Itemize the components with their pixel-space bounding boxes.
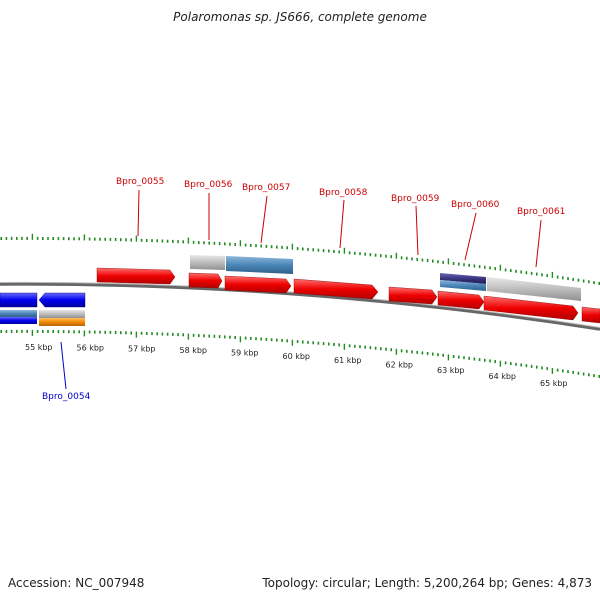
steelblue-feature-bar [0, 310, 37, 317]
scale-label: 65 kbp [540, 379, 568, 388]
gene-label[interactable]: Bpro_0059 [391, 194, 440, 204]
outer-tick-ring [0, 233, 600, 285]
gene-feature-bpro0061[interactable] [483, 295, 579, 321]
scale-label: 62 kbp [386, 361, 414, 370]
gene-feature-bpro0055[interactable] [96, 267, 176, 285]
gene-feature-bpro0060[interactable] [437, 290, 485, 310]
gene-label[interactable]: Bpro_0061 [517, 207, 565, 217]
gene-label[interactable]: Bpro_0054 [42, 392, 91, 402]
scale-label: 64 kbp [489, 372, 517, 381]
gene-feature-next[interactable] [581, 306, 600, 324]
gray-feature-bar [487, 277, 581, 301]
gene-feature-bpro0059[interactable] [388, 286, 438, 305]
forward-strand-genes [96, 267, 600, 324]
gene-feature-bpro0054[interactable] [38, 292, 86, 308]
gene-label[interactable]: Bpro_0060 [451, 200, 500, 210]
scale-label: 57 kbp [128, 344, 156, 353]
blue-feature-bar [0, 317, 37, 324]
label-leader-lines [60, 189, 542, 390]
scale-label: 58 kbp [180, 346, 208, 355]
scale-label: 61 kbp [334, 356, 362, 365]
gene-label[interactable]: Bpro_0055 [116, 177, 164, 187]
scale-labels: 55 kbp 56 kbp 57 kbp 58 kbp 59 kbp 60 kbp 61 k… [25, 343, 568, 388]
gene-label[interactable]: Bpro_0056 [184, 180, 233, 190]
gene-feature-reverse[interactable] [0, 292, 38, 308]
gene-feature-bpro0058[interactable] [293, 278, 379, 300]
steelblue-feature-bar [440, 280, 486, 291]
scale-label: 60 kbp [283, 352, 311, 361]
map-title: Polaromonas sp. JS666, complete genome [173, 10, 427, 24]
genome-backbone [0, 282, 600, 331]
gray-feature-bar [39, 310, 85, 318]
scale-label: 59 kbp [231, 349, 259, 358]
scale-label: 63 kbp [437, 366, 465, 375]
accession-text: Accession: NC_007948 [8, 576, 145, 590]
scale-label: 56 kbp [77, 343, 105, 352]
gray-feature-bar [190, 255, 225, 270]
forward-annotation-bars [190, 255, 581, 301]
reverse-strand-genes [0, 292, 86, 326]
gene-feature-bpro0057[interactable] [224, 275, 292, 294]
inner-tick-ring [0, 329, 600, 378]
scale-label: 55 kbp [25, 343, 53, 352]
gene-label[interactable]: Bpro_0058 [319, 188, 368, 198]
navy-feature-bar [440, 273, 486, 284]
genome-summary-text: Topology: circular; Length: 5,200,264 bp… [262, 576, 592, 590]
steelblue-feature-bar [226, 256, 293, 274]
gene-feature-bpro0056[interactable] [188, 272, 223, 289]
orange-feature-bar [39, 318, 85, 326]
gene-label[interactable]: Bpro_0057 [242, 183, 290, 193]
gene-labels: Bpro_0055 Bpro_0056 Bpro_0057 Bpro_0058 … [42, 177, 565, 402]
